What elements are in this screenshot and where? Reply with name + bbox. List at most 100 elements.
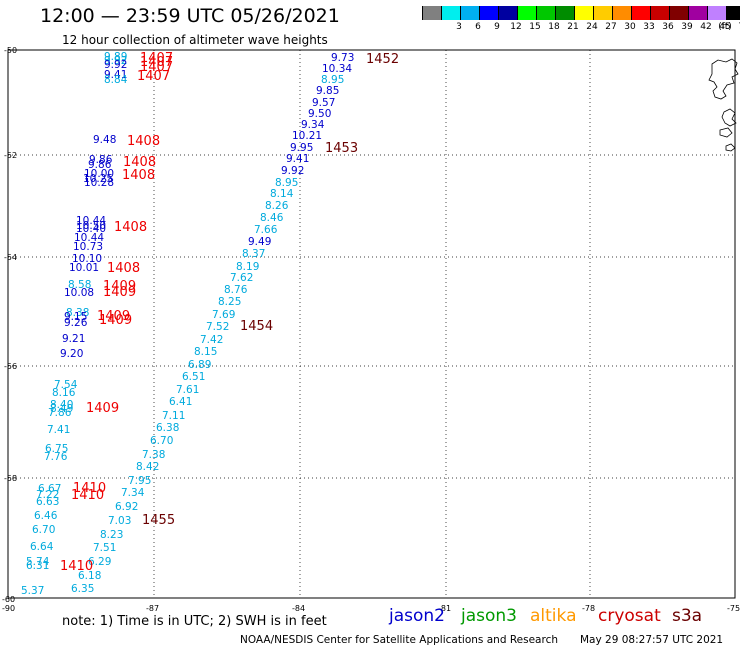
legend-swatch: [479, 6, 498, 20]
time-label: 1408: [123, 155, 156, 170]
legend-swatch: [707, 6, 726, 20]
wave-height-label: 9.57: [312, 97, 335, 109]
wave-height-label: 10.00: [84, 168, 114, 180]
satellite-name: jason3: [461, 606, 517, 626]
legend-swatch: [422, 6, 441, 20]
wave-height-label: 8.84: [104, 74, 128, 86]
time-label: 1407: [137, 69, 170, 84]
satellite-name: altika: [530, 606, 577, 626]
wave-height-label: 6.18: [78, 570, 101, 582]
legend-swatch: [574, 6, 593, 20]
time-label: 1407: [140, 60, 173, 75]
time-label: 1410: [71, 488, 104, 503]
wave-height-label: 6.38: [156, 422, 179, 434]
lat-label: -54: [4, 253, 17, 262]
wave-height-label: 7.54: [54, 379, 78, 391]
wave-height-label: 8.42: [136, 461, 159, 473]
legend-swatch: [498, 6, 517, 20]
time-label: 1409: [103, 279, 136, 294]
wave-height-label: 8.14: [270, 188, 294, 200]
lat-label: -60: [2, 595, 15, 604]
time-label: 1409: [97, 309, 130, 324]
time-label: 1407: [140, 51, 173, 66]
wave-height-label: 10.40: [76, 223, 106, 235]
wave-height-label: 7.62: [230, 272, 253, 284]
wave-height-label: 8.15: [194, 346, 217, 358]
wave-height-label: 7.76: [44, 451, 68, 463]
legend-swatch: [650, 6, 669, 20]
wave-height-label: 7.52: [206, 321, 229, 333]
wave-height-label: 6.92: [115, 501, 138, 513]
legend-label: 24: [586, 22, 598, 32]
wave-height-label: 10.50: [76, 220, 106, 232]
wave-height-label: 8.37: [242, 248, 265, 260]
time-label: 1408: [122, 168, 155, 183]
lat-label: -52: [4, 151, 17, 160]
legend-swatch: [460, 6, 479, 20]
wave-height-label: 7.51: [93, 542, 116, 554]
east-track: 9.7310.348.959.859.579.509.3410.219.959.…: [71, 52, 354, 595]
time-label: 1453: [325, 141, 358, 156]
wave-height-label: 9.95: [290, 142, 313, 154]
wave-height-label: 9.50: [308, 108, 331, 120]
wave-height-label: 9.92: [281, 165, 304, 177]
wave-height-label: 9.15: [64, 311, 87, 323]
wave-height-label: 8.40: [50, 399, 73, 411]
legend-label: 3: [456, 22, 462, 32]
wave-height-label: 10.28: [84, 177, 114, 189]
wave-height-label: 6.41: [169, 396, 192, 408]
wave-height-label: 6.75: [45, 443, 68, 455]
coastline: [708, 58, 739, 152]
lat-label: -58: [4, 474, 17, 483]
wave-height-label: 9.85: [316, 85, 339, 97]
wave-height-label: 6.51: [182, 371, 205, 383]
time-label: 1452: [366, 52, 399, 67]
wave-height-label: 10.10: [72, 253, 102, 265]
time-label: 1410: [60, 559, 93, 574]
satellite-name: cryosat: [598, 606, 661, 626]
legend-label: 12: [510, 22, 522, 32]
wave-height-label: 6.35: [71, 583, 94, 595]
legend-swatch: [669, 6, 688, 20]
wave-height-label: 7.34: [121, 487, 145, 499]
wave-height-label: 8.49: [50, 403, 73, 415]
wave-height-label: 9.92: [104, 59, 127, 71]
time-label: 1409: [86, 401, 119, 416]
wave-height-label: 6.63: [36, 496, 59, 508]
lat-label: -50: [4, 46, 17, 55]
wave-height-label: 6.67: [38, 483, 61, 495]
wave-height-label: 9.86: [88, 159, 112, 171]
time-label: 1407: [140, 55, 173, 70]
legend-swatch: [631, 6, 650, 20]
legend-swatch: [688, 6, 707, 20]
wave-height-label: 10.21: [292, 130, 322, 142]
wave-height-label: 7.86: [48, 407, 72, 419]
legend-swatch: [536, 6, 555, 20]
legend-label: 30: [624, 22, 636, 32]
wave-height-label: 5.74: [26, 556, 50, 568]
footer-credit: NOAA/NESDIS Center for Satellite Applica…: [240, 634, 558, 646]
map-frame: [7, 49, 736, 599]
wave-height-label: 10.01: [69, 262, 99, 274]
legend-label: 70: [734, 22, 740, 32]
time-label: 1410: [73, 481, 106, 496]
wave-height-label: 10.25: [83, 173, 113, 185]
legend-label: 18: [548, 22, 560, 32]
wave-height-label: 5.37: [21, 585, 44, 597]
legend-label: 6: [475, 22, 481, 32]
wave-height-label: 7.11: [162, 410, 185, 422]
legend-label: 9: [494, 22, 500, 32]
wave-height-label: 9.73: [331, 52, 354, 64]
legend-swatch: [441, 6, 460, 20]
wave-height-label: 7.69: [212, 309, 235, 321]
wave-height-label: 7.41: [47, 424, 70, 436]
time-label: 1408: [114, 220, 147, 235]
west-track: 9.899.929.929.418.849.489.869.8610.0010.…: [21, 51, 128, 597]
time-label: 1408: [107, 261, 140, 276]
wave-height-label: 6.89: [188, 359, 211, 371]
wave-height-label: 9.41: [104, 69, 127, 81]
wave-height-label: 10.44: [76, 215, 106, 227]
wave-height-label: 7.61: [176, 384, 199, 396]
time-label: 1455: [142, 513, 175, 528]
wave-height-label: 9.21: [62, 333, 85, 345]
